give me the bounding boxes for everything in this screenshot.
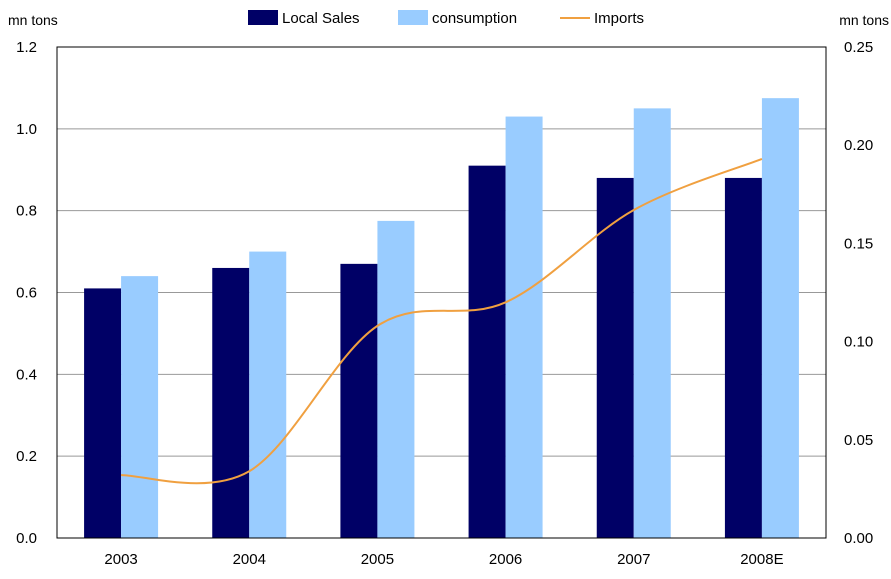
- bar-local-sales: [340, 263, 378, 538]
- x-tick-label: 2003: [104, 551, 137, 568]
- bar-consumption: [761, 98, 799, 538]
- bar-local-sales: [724, 177, 762, 538]
- right-tick-label: 0.00: [844, 530, 873, 547]
- imports-line-layer: [121, 158, 763, 485]
- bars: [84, 98, 799, 539]
- bar-consumption: [505, 116, 543, 538]
- imports-line: [121, 158, 763, 485]
- bar-consumption: [633, 108, 671, 538]
- right-tick-label: 0.10: [844, 334, 873, 351]
- legend: Local Sales consumption Imports: [248, 10, 644, 27]
- left-axis-label: mn tons: [8, 12, 58, 28]
- right-tick-label: 0.15: [844, 235, 873, 252]
- bar-consumption: [121, 276, 159, 538]
- left-tick-label: 0.0: [16, 530, 37, 547]
- plot-area-frame: [56, 46, 827, 539]
- left-tick-label: 0.6: [16, 285, 37, 302]
- left-tick-label: 0.8: [16, 203, 37, 220]
- right-tick-label: 0.25: [844, 39, 873, 56]
- legend-label: Imports: [594, 10, 644, 27]
- gridlines: [57, 128, 826, 457]
- bar-local-sales: [596, 177, 634, 538]
- right-axis-ticks: 0.00 0.05 0.10 0.15 0.20 0.25: [844, 39, 873, 547]
- x-tick-label: 2008E: [740, 551, 783, 568]
- bar-local-sales: [212, 267, 250, 538]
- legend-swatch: [248, 10, 278, 25]
- x-tick-label: 2006: [489, 551, 522, 568]
- legend-label: Local Sales: [282, 10, 360, 27]
- right-axis-label: mn tons: [839, 12, 889, 28]
- left-tick-label: 0.4: [16, 366, 37, 383]
- left-tick-label: 1.2: [16, 39, 37, 56]
- x-tick-label: 2005: [361, 551, 394, 568]
- bar-local-sales: [468, 165, 506, 539]
- right-tick-label: 0.20: [844, 137, 873, 154]
- left-tick-label: 1.0: [16, 121, 37, 138]
- right-tick-label: 0.05: [844, 432, 873, 449]
- bar-local-sales: [84, 288, 122, 538]
- left-axis-ticks: 0.0 0.2 0.4 0.6 0.8 1.0 1.2: [16, 39, 37, 547]
- x-tick-label: 2004: [233, 551, 266, 568]
- legend-label: consumption: [432, 10, 517, 27]
- bar-consumption: [249, 251, 287, 539]
- left-tick-label: 0.2: [16, 448, 37, 465]
- legend-swatch: [398, 10, 428, 25]
- x-tick-label: 2007: [617, 551, 650, 568]
- x-axis-ticks: 2003 2004 2005 2006 2007 2008E: [104, 551, 783, 568]
- bar-consumption: [377, 220, 415, 539]
